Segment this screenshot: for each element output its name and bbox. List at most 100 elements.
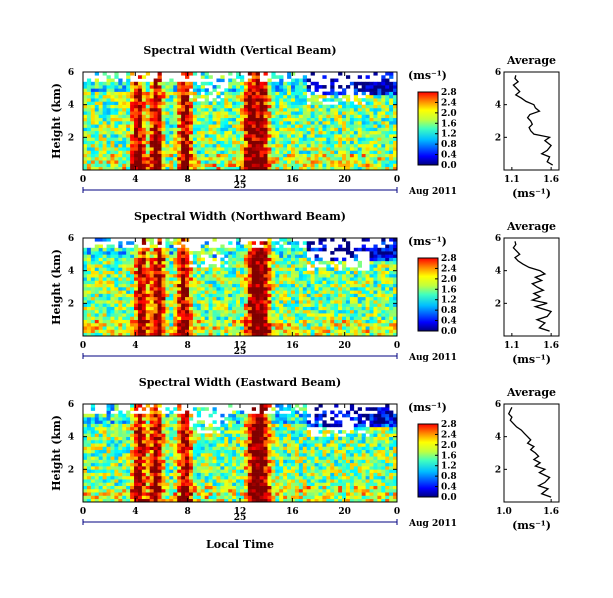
- heatmap-cell: [369, 273, 374, 278]
- heatmap-cell: [259, 296, 264, 301]
- heatmap-cell: [145, 316, 151, 320]
- heatmap-cell: [130, 485, 135, 490]
- heatmap-cell: [232, 273, 237, 278]
- heatmap-cell: [365, 134, 370, 138]
- heatmap-cell: [334, 306, 339, 311]
- heatmap-cell: [216, 91, 221, 96]
- heatmap-cell: [208, 326, 213, 330]
- heatmap-cell: [141, 85, 147, 89]
- heatmap-cell: [137, 88, 143, 92]
- heatmap-cell: [122, 293, 127, 298]
- heatmap-cell: [212, 313, 217, 317]
- heatmap-cell: [322, 166, 327, 171]
- heatmap-cell: [232, 124, 237, 128]
- heatmap-cell: [169, 319, 174, 324]
- heatmap-cell: [279, 309, 284, 314]
- heatmap-cell: [90, 462, 96, 467]
- heatmap-cell: [294, 247, 300, 252]
- heatmap-cell: [208, 143, 213, 148]
- heatmap-cell: [165, 244, 170, 249]
- heatmap-cell: [126, 316, 131, 320]
- heatmap-cell: [263, 111, 268, 115]
- heatmap-cell: [177, 296, 182, 301]
- heatmap-cell: [361, 309, 366, 314]
- heatmap-cell: [192, 127, 198, 132]
- heatmap-cell: [169, 300, 174, 304]
- heatmap-cell: [181, 124, 186, 128]
- heatmap-cell: [306, 127, 311, 132]
- heatmap-cell: [236, 75, 241, 79]
- heatmap-cell: [255, 254, 260, 258]
- heatmap-cell: [188, 296, 194, 301]
- heatmap-cell: [373, 296, 378, 301]
- heatmap-cell: [294, 91, 300, 96]
- heatmap-cell: [318, 101, 323, 105]
- heatmap-cell: [224, 101, 229, 105]
- heatmap-cell: [157, 160, 162, 164]
- heatmap-cell: [90, 121, 96, 125]
- heatmap-cell: [165, 143, 170, 148]
- heatmap-cell: [130, 404, 135, 408]
- heatmap-cell: [110, 462, 115, 467]
- heatmap-cell: [161, 150, 166, 154]
- heatmap-cell: [224, 280, 229, 285]
- heatmap-cell: [118, 326, 123, 330]
- heatmap-cell: [287, 270, 292, 275]
- heatmap-cell: [102, 153, 107, 158]
- heatmap-cell: [298, 273, 304, 278]
- heatmap-cell: [86, 267, 92, 271]
- heatmap-cell: [291, 316, 296, 320]
- heatmap-cell: [118, 150, 123, 154]
- heatmap-cell: [94, 85, 99, 89]
- heatmap-cell: [98, 296, 103, 301]
- heatmap-cell: [349, 153, 355, 158]
- heatmap-cell: [110, 449, 115, 454]
- heatmap-cell: [94, 446, 99, 451]
- heatmap-cell: [334, 283, 339, 288]
- heatmap-cell: [318, 156, 323, 161]
- heatmap-cell: [134, 160, 139, 164]
- heatmap-cell: [130, 329, 135, 334]
- heatmap-cell: [137, 498, 143, 503]
- y-tick-label: 6: [68, 68, 74, 78]
- heatmap-cell: [94, 293, 99, 298]
- heatmap-cell: [302, 134, 308, 138]
- heatmap-cell: [393, 277, 398, 281]
- heatmap-cell: [83, 498, 88, 503]
- heatmap-cell: [122, 433, 127, 437]
- heatmap-cell: [302, 322, 308, 327]
- heatmap-cell: [236, 293, 241, 298]
- heatmap-cell: [130, 290, 135, 294]
- heatmap-cell: [216, 306, 221, 311]
- heatmap-cell: [134, 107, 139, 112]
- heatmap-cell: [357, 273, 362, 278]
- heatmap-cell: [192, 283, 198, 288]
- heatmap-cell: [310, 107, 315, 112]
- heatmap-cell: [314, 124, 319, 128]
- heatmap-cell: [98, 456, 103, 460]
- heatmap-cell: [389, 121, 394, 125]
- heatmap-cell: [114, 306, 119, 311]
- heatmap-cell: [385, 277, 390, 281]
- heatmap-cell: [259, 300, 264, 304]
- heatmap-cell: [393, 114, 398, 119]
- heatmap-cell: [102, 453, 107, 457]
- heatmap-cell: [110, 244, 115, 249]
- heatmap-cell: [94, 98, 99, 102]
- heatmap-cell: [365, 137, 370, 141]
- heatmap-cell: [98, 257, 103, 262]
- heatmap-cell: [330, 260, 335, 265]
- heatmap-cell: [385, 88, 390, 92]
- heatmap-cell: [188, 124, 194, 128]
- heatmap-cell: [377, 117, 382, 122]
- heatmap-cell: [196, 104, 202, 109]
- heatmap-cell: [173, 238, 178, 242]
- heatmap-cell: [137, 114, 143, 119]
- heatmap-cell: [94, 88, 99, 92]
- heatmap-cell: [267, 257, 272, 262]
- heatmap-cell: [342, 137, 347, 141]
- heatmap-cell: [102, 469, 107, 473]
- heatmap-cell: [83, 101, 88, 105]
- heatmap-cell: [318, 303, 323, 307]
- heatmap-cell: [291, 140, 296, 145]
